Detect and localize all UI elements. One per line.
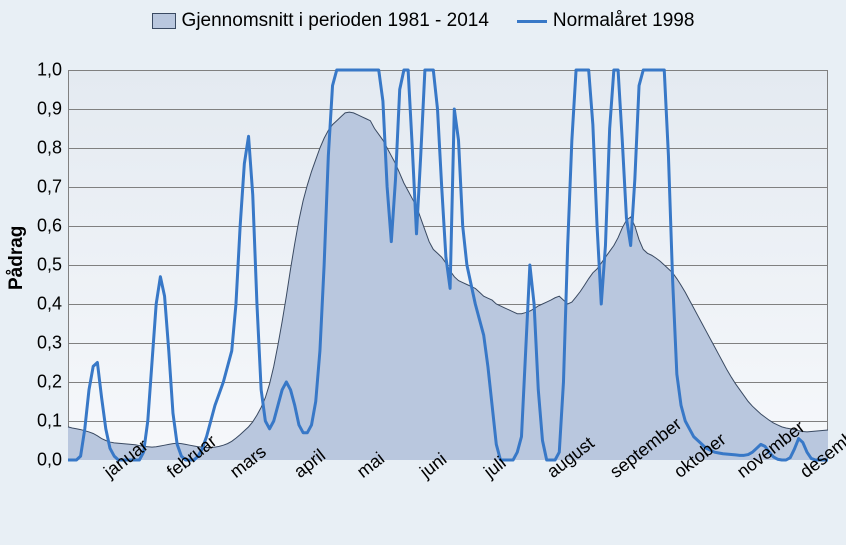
y-tick-label: 0,4: [37, 294, 62, 315]
chart-container: Gjennomsnitt i perioden 1981 - 2014 Norm…: [0, 0, 846, 545]
legend-label-line: Normalåret 1998: [553, 10, 695, 32]
series-area-fill: [68, 112, 828, 460]
y-tick-label: 0,2: [37, 372, 62, 393]
legend-swatch-line-icon: [517, 20, 547, 23]
y-tick-label: 0,0: [37, 450, 62, 471]
y-tick-label: 0,9: [37, 99, 62, 120]
legend: Gjennomsnitt i perioden 1981 - 2014 Norm…: [0, 10, 846, 32]
y-axis-label: Pådrag: [6, 226, 28, 290]
legend-item-line: Normalåret 1998: [517, 10, 695, 32]
legend-swatch-area-icon: [152, 13, 176, 29]
y-tick-label: 0,8: [37, 138, 62, 159]
y-tick-label: 0,7: [37, 177, 62, 198]
plot-area: 0,00,10,20,30,40,50,60,70,80,91,0 januar…: [68, 70, 828, 460]
y-tick-label: 1,0: [37, 60, 62, 81]
series-svg: [68, 70, 828, 460]
y-tick-label: 0,6: [37, 216, 62, 237]
legend-label-area: Gjennomsnitt i perioden 1981 - 2014: [182, 10, 489, 32]
y-tick-label: 0,5: [37, 255, 62, 276]
y-tick-label: 0,3: [37, 333, 62, 354]
y-tick-label: 0,1: [37, 411, 62, 432]
legend-item-area: Gjennomsnitt i perioden 1981 - 2014: [152, 10, 489, 32]
